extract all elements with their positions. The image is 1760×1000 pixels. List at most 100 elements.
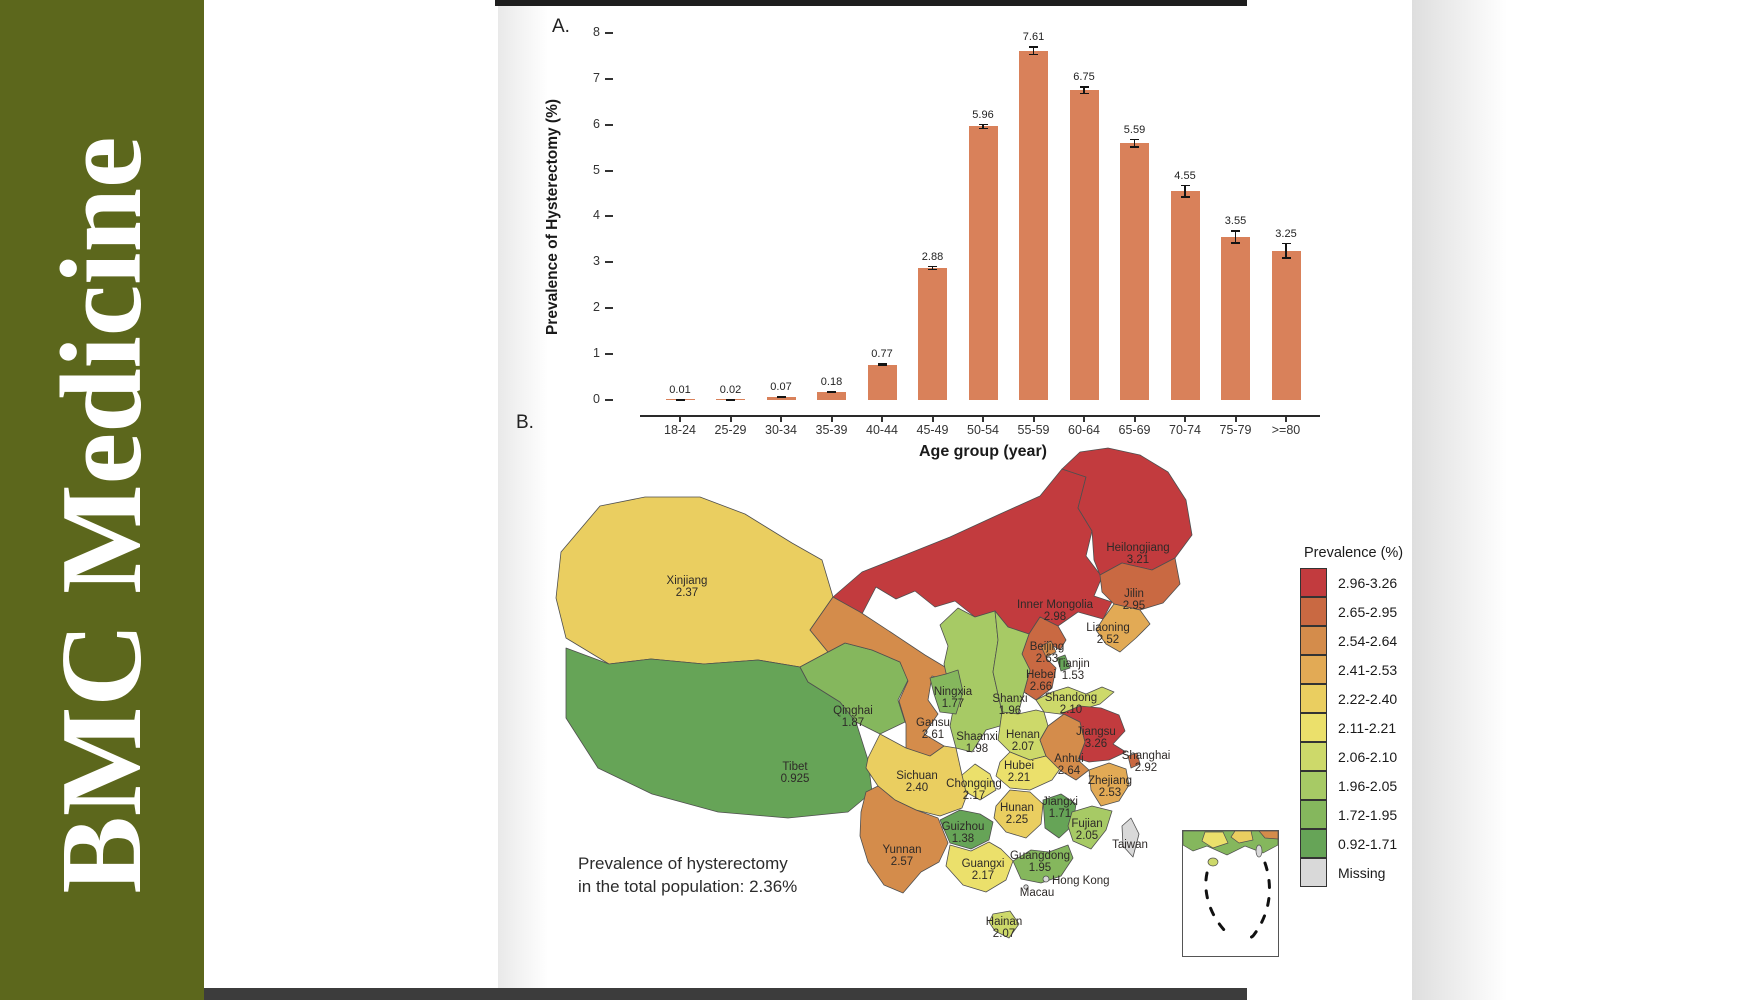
y-tick-label: 3 (593, 254, 600, 269)
y-tick-label: 1 (593, 346, 600, 361)
map-label-name: Shandong (1045, 692, 1097, 704)
bar-value-label: 3.55 (1224, 215, 1247, 228)
map-label-value: 2.52 (1097, 634, 1119, 646)
legend-row: 2.41-2.53 (1300, 655, 1475, 684)
legend-bin-label: Missing (1338, 864, 1386, 881)
map-legend: Prevalence (%) 2.96-3.26 2.65-2.95 2.54-2.6… (1300, 545, 1475, 887)
bar-40-44 (867, 364, 897, 400)
bar-value-label: 0.02 (719, 383, 742, 396)
south-china-sea-inset-map (1182, 830, 1279, 957)
x-tick-mark (1184, 417, 1186, 422)
legend-row: 2.65-2.95 (1300, 597, 1475, 626)
error-bar (931, 265, 934, 271)
x-tick-mark (780, 417, 782, 422)
error-bar-cap (928, 268, 937, 271)
map-label-name: Guizhou (942, 821, 985, 833)
legend-row: Missing (1300, 858, 1475, 887)
y-tick-mark (605, 261, 613, 264)
map-label-name: Fujian (1071, 818, 1102, 830)
error-bar-cap (1130, 138, 1139, 141)
bar-50-54 (968, 126, 998, 400)
x-tick-mark (1234, 417, 1237, 422)
x-tick-label: >=80 (1271, 423, 1301, 437)
province-macau (1023, 884, 1029, 890)
y-tick-label: 6 (593, 116, 600, 131)
legend-swatch (1300, 742, 1327, 771)
x-tick-mark (1032, 417, 1035, 422)
y-tick-mark (605, 307, 613, 310)
map-label-name: Gansu (916, 717, 950, 729)
legend-swatch (1300, 800, 1327, 829)
map-label-value: 1.95 (1029, 862, 1051, 874)
map-label-name: Zhejiang (1088, 775, 1132, 787)
x-axis-line (640, 415, 1320, 417)
bar-value-label: 4.55 (1174, 169, 1196, 182)
legend-row: 2.54-2.64 (1300, 626, 1475, 655)
map-label-name: Hebei (1026, 669, 1056, 681)
bar->=80 (1271, 250, 1301, 400)
legend-bin-label: 1.72-1.95 (1338, 806, 1398, 823)
total-prevalence-note: Prevalence of hysterectomy in the total … (578, 852, 797, 898)
error-bar (982, 123, 984, 130)
note-line-1: Prevalence of hysterectomy (578, 854, 788, 873)
x-tick-mark (1133, 417, 1136, 422)
panel-b-label: B. (516, 412, 534, 433)
x-tick-label: 35-39 (815, 423, 848, 437)
y-tick-mark (605, 123, 613, 126)
map-label-name: Inner Mongolia (1017, 599, 1094, 611)
province-guizhou (939, 809, 994, 850)
map-label-value: 2.66 (1030, 681, 1052, 693)
legend-swatch (1300, 626, 1327, 655)
legend-bin-label: 2.65-2.95 (1338, 603, 1398, 620)
y-tick-mark (605, 77, 613, 80)
legend-row: 1.72-1.95 (1300, 800, 1475, 829)
bar-45-49 (918, 267, 947, 400)
bar-60-64 (1069, 90, 1099, 400)
legend-swatch (1300, 684, 1327, 713)
bar-70-74 (1170, 191, 1200, 400)
legend-swatch (1300, 771, 1327, 800)
y-tick-label: 4 (593, 208, 600, 223)
bar-65-69 (1120, 143, 1149, 400)
error-bar-cap (827, 391, 836, 393)
error-bar-cap (726, 399, 735, 401)
map-label-name: Hubei (1004, 760, 1034, 772)
x-tick-mark (881, 417, 883, 422)
map-label-value: 1.98 (966, 743, 988, 755)
map-label-name: Qinghai (833, 705, 873, 717)
bar-value-label: 0.18 (820, 375, 843, 388)
map-label-value: 1.71 (1049, 808, 1071, 820)
map-label-value: 1.96 (999, 705, 1021, 717)
journal-brand-sidebar: BMC Medicine (0, 0, 204, 1000)
province-liaoning (1095, 603, 1151, 653)
y-tick-mark (605, 353, 613, 356)
page-left-shadow (498, 0, 548, 1000)
province-chongqing (961, 763, 997, 801)
map-label-name: Hong Kong (1052, 875, 1110, 887)
map-label-value: 2.25 (1006, 814, 1028, 826)
error-bar-cap (1079, 92, 1089, 95)
bar-75-79 (1221, 237, 1250, 400)
legend-swatch (1300, 655, 1327, 684)
x-tick-mark (982, 417, 984, 422)
bar-value-label: 7.61 (1022, 31, 1045, 44)
x-tick-label: 50-54 (967, 423, 999, 437)
x-tick-mark (830, 417, 833, 422)
legend-bin-label: 1.96-2.05 (1338, 777, 1398, 794)
error-bar (1133, 138, 1136, 148)
map-label-value: 2.07 (1012, 741, 1034, 753)
x-tick-mark (679, 417, 681, 422)
province-tibet (565, 647, 873, 819)
legend-row: 0.92-1.71 (1300, 829, 1475, 858)
map-label-value: 2.07 (993, 928, 1015, 940)
bar-value-label: 2.88 (921, 250, 944, 263)
map-label-value: 2.98 (1044, 611, 1066, 623)
x-tick-label: 18-24 (664, 423, 696, 437)
error-bar-cap (1029, 53, 1038, 56)
map-label-name: Shanghai (1122, 750, 1171, 762)
map-label-value: 2.21 (1008, 772, 1030, 784)
map-label-name: Jiangsu (1076, 726, 1116, 738)
map-label-name: Tibet (782, 761, 808, 773)
map-label-name: Heilongjiang (1106, 542, 1169, 554)
map-label-value: 2.40 (906, 782, 928, 794)
